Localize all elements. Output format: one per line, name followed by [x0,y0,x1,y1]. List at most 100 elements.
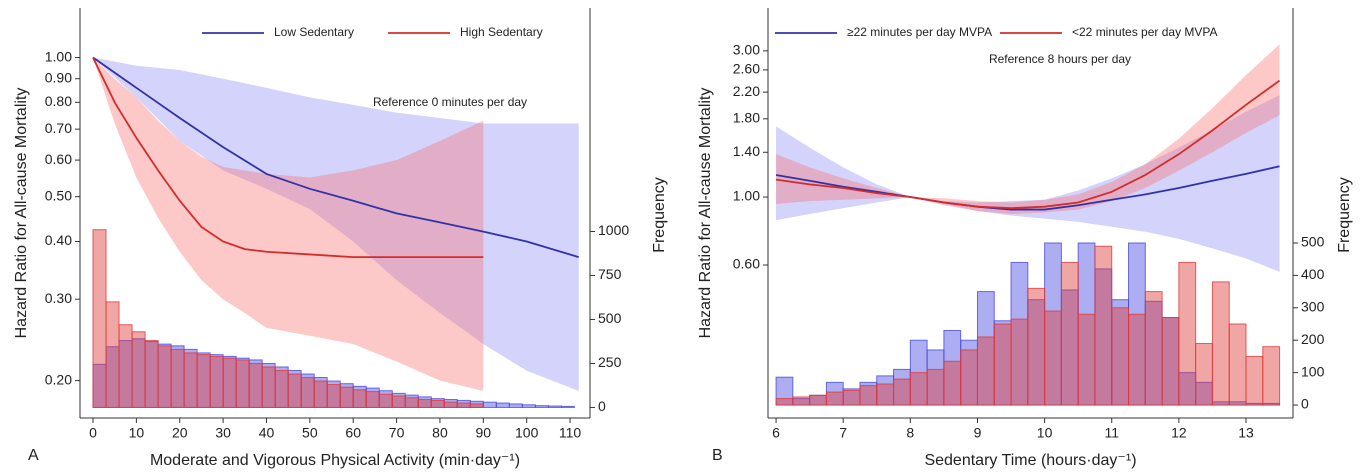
y-tick-label: 0.80 [45,93,72,109]
y-tick-label: 0.50 [45,187,72,203]
histogram-bar [775,398,794,406]
y2-tick-label: 300 [1301,299,1325,315]
x-tick-label: 11 [1104,425,1119,441]
histogram-bar [792,396,811,406]
histogram-bar [1094,245,1113,406]
y2-axis-label: Frequency [1336,177,1353,253]
x-tick-label: 90 [476,425,492,441]
histogram-bar [876,383,895,406]
histogram-bar [235,359,250,408]
histogram-bar [326,384,341,408]
y2-tick-label: 0 [1301,396,1309,412]
line [92,56,579,258]
histogram-bar [547,405,562,408]
histogram-bar [893,378,911,406]
histogram-bar [1144,291,1163,406]
x-tick-label: 12 [1171,425,1187,441]
histogram-bar [456,402,471,408]
histogram-bar [222,357,237,408]
x-tick-label: 100 [515,425,539,441]
legend-label: High Sedentary [460,25,543,39]
y-tick-label: 1.40 [733,143,760,159]
histogram-bar [157,345,172,408]
histogram-bar [261,366,276,408]
histogram-bar [183,352,198,408]
histogram-bar [1161,317,1180,406]
histogram-bar [352,389,367,408]
histogram-bar [993,323,1012,406]
x-tick-label: 110 [559,425,582,441]
annotation: Reference 0 minutes per day [373,95,527,109]
y-axis-label: Hazard Ratio for All-cause Mortality [697,88,714,339]
x-tick-label: 8 [906,425,914,441]
x-tick-label: 40 [259,425,275,441]
histogram-bar [1027,287,1046,406]
histogram-bar [976,336,995,406]
histogram-bar [534,405,549,408]
histogram-bar [313,380,328,408]
histogram-bar [170,348,185,408]
confidence-band [776,95,1280,272]
histogram-bar [300,377,315,408]
histogram-bar [1211,281,1230,406]
histogram-bar [825,391,844,406]
histogram-bar [495,402,510,408]
annotation: Reference 8 hours per day [989,52,1131,66]
histogram-bar [287,373,302,408]
x-tick-label: 10 [1037,425,1053,441]
histogram-bar [469,403,484,408]
y2-tick-label: 0 [598,398,606,414]
histogram-bar [92,229,107,408]
histogram-bar [1178,261,1197,406]
line [775,165,1280,211]
histogram-bar [943,360,962,406]
confidence-band [93,57,484,391]
histogram-bar [1010,318,1029,406]
histogram-bar [274,369,289,408]
histogram-bar [1044,310,1062,406]
histogram-bar [248,362,263,408]
x-tick-label: 10 [129,425,145,441]
x-tick-label: 6 [772,425,780,441]
legend-label: Low Sedentary [274,25,354,39]
y-tick-label: 0.90 [45,69,72,85]
histogram-bar [809,394,827,406]
histogram-bar [430,399,445,408]
histogram-bar [131,331,146,408]
histogram-bar [1111,307,1130,406]
histogram-bar [1262,346,1281,406]
histogram-bar [209,355,224,408]
histogram-bar [842,389,861,406]
y-tick-label: 2.20 [733,83,760,99]
legend-label: ≥22 minutes per day MVPA [847,25,992,39]
histogram-bar [909,372,928,406]
histogram-bar [1245,355,1264,406]
line [92,57,484,259]
x-tick-label: 70 [389,425,405,441]
y2-tick-label: 400 [1301,266,1325,282]
histogram-bar [1060,261,1079,406]
y-tick-label: 0.70 [45,120,72,136]
y-tick-label: 1.80 [733,110,760,126]
histogram-bar [482,401,497,408]
y2-tick-label: 100 [1301,363,1325,379]
y-tick-label: 0.60 [45,151,72,167]
y2-tick-label: 1000 [598,222,629,238]
x-tick-label: 80 [432,425,448,441]
panel-label: B [712,447,723,464]
y-tick-label: 1.00 [733,188,760,204]
x-tick-label: 7 [839,425,847,441]
y2-axis-label: Frequency [651,177,668,253]
y-tick-label: 2.60 [733,61,760,77]
y-tick-label: 0.60 [733,256,760,272]
line [775,79,1281,210]
histogram-bar [926,368,945,406]
y-tick-label: 0.20 [45,371,72,387]
histogram-bar [118,324,133,408]
x-axis-label: Moderate and Vigorous Physical Activity … [150,452,520,469]
histogram-bar [1228,323,1247,406]
histogram-bar [144,340,159,408]
legend-label: <22 minutes per day MVPA [1072,25,1218,39]
y2-tick-label: 200 [1301,331,1325,347]
